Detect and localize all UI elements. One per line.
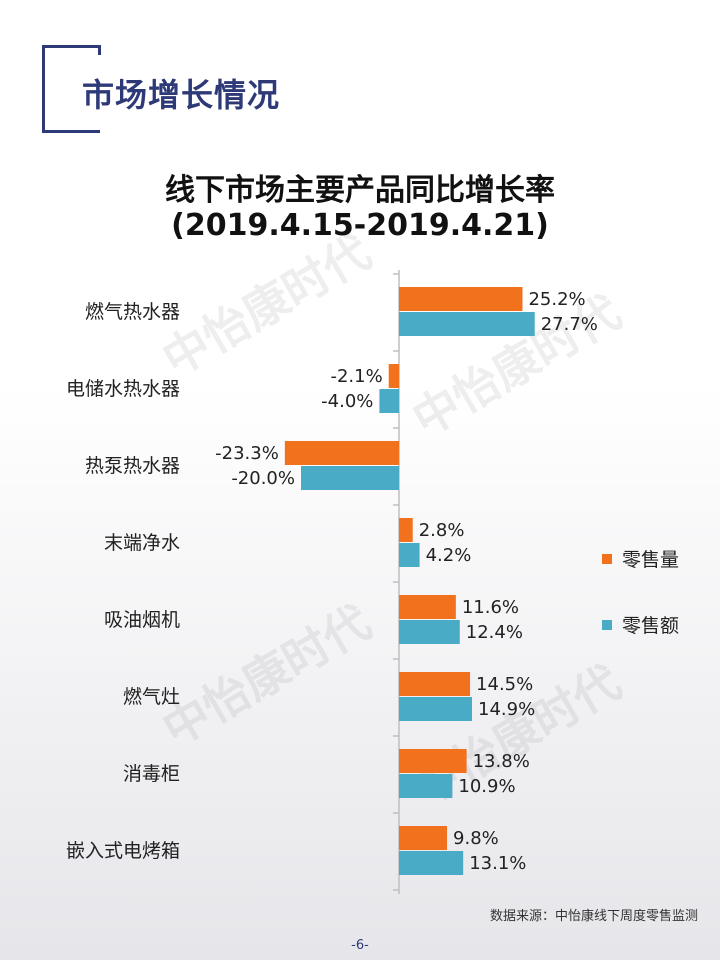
category-label: 末端净水 [104, 532, 180, 554]
category-label: 消毒柜 [123, 763, 180, 785]
bar-retail-volume [399, 749, 467, 773]
category-label: 燃气灶 [123, 686, 180, 708]
data-label: 9.8% [453, 828, 499, 849]
legend-label: 零售额 [622, 615, 680, 637]
data-label: 14.5% [476, 674, 533, 695]
bar-retail-volume [399, 518, 413, 542]
category-label: 嵌入式电烤箱 [66, 840, 180, 862]
bar-retail-volume [388, 364, 399, 388]
legend-item-retail-value: 零售额 [602, 611, 679, 638]
data-label: 11.6% [462, 597, 519, 618]
data-label: 12.4% [466, 622, 523, 643]
category-label: 燃气热水器 [85, 301, 180, 323]
bar-retail-value [399, 620, 460, 644]
bar-retail-volume [399, 595, 456, 619]
bar-retail-value [399, 312, 535, 336]
data-label: -4.0% [321, 391, 373, 412]
legend-swatch-retail-value [602, 619, 612, 630]
chart-title: 线下市场主要产品同比增长率 [165, 173, 555, 208]
chart-subtitle: (2019.4.15-2019.4.21) [171, 208, 549, 243]
bar-retail-value [399, 774, 453, 798]
data-label: 25.2% [528, 289, 585, 310]
data-label: 13.1% [469, 853, 526, 874]
data-label: 13.8% [473, 751, 530, 772]
data-label: -2.1% [330, 366, 382, 387]
bar-retail-value [399, 851, 464, 875]
data-source-note: 数据来源：中怡康线下周度零售监测 [489, 909, 698, 924]
legend-item-retail-volume: 零售量 [602, 545, 679, 572]
data-label: 27.7% [541, 314, 598, 335]
data-label: 2.8% [419, 520, 465, 541]
data-label: 14.9% [478, 699, 535, 720]
category-label: 热泵热水器 [85, 455, 180, 477]
bar-retail-volume [399, 826, 448, 850]
bar-retail-volume [284, 441, 399, 465]
header-bracket [42, 45, 101, 133]
data-label: 10.9% [458, 776, 515, 797]
data-label: 4.2% [426, 545, 472, 566]
page-number: -6- [351, 938, 369, 953]
legend-label: 零售量 [622, 549, 680, 571]
category-label: 吸油烟机 [104, 609, 180, 631]
data-label: -23.3% [215, 443, 279, 464]
legend-swatch-retail-volume [602, 553, 612, 564]
bar-retail-value [399, 543, 420, 567]
data-label: -20.0% [231, 468, 295, 489]
bar-retail-value [301, 466, 399, 490]
bar-retail-value [399, 697, 473, 721]
bar-retail-volume [399, 287, 523, 311]
bar-retail-volume [399, 672, 471, 696]
bar-retail-value [379, 389, 399, 413]
category-label: 电储水热水器 [66, 378, 180, 400]
section-title: 市场增长情况 [82, 76, 281, 114]
